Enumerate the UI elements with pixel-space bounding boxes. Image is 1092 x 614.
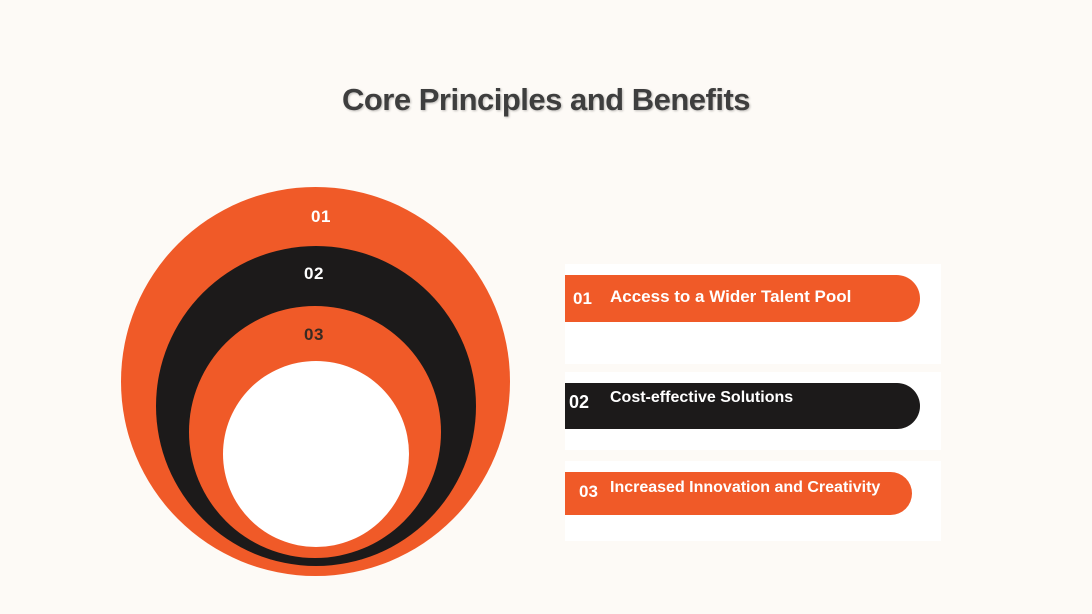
- item-pill-01: 01 Access to a Wider Talent Pool: [565, 275, 920, 322]
- item-pill-03: 03 Increased Innovation and Creativity: [565, 472, 912, 515]
- ring-number-03: 03: [304, 325, 324, 344]
- item-pill-02: 02 Cost-effective Solutions: [565, 383, 920, 429]
- item-number-02: 02: [569, 392, 590, 412]
- item-label-02: Cost-effective Solutions: [610, 389, 794, 406]
- item-number-03: 03: [579, 482, 598, 501]
- ring-number-01: 01: [311, 207, 331, 226]
- page-title: Core Principles and Benefits: [341, 82, 751, 117]
- center-circle: [223, 361, 409, 547]
- item-number-01: 01: [573, 289, 592, 308]
- ring-number-02: 02: [304, 264, 324, 283]
- item-label-03: Increased Innovation and Creativity: [610, 479, 881, 496]
- item-label-01: Access to a Wider Talent Pool: [610, 287, 852, 306]
